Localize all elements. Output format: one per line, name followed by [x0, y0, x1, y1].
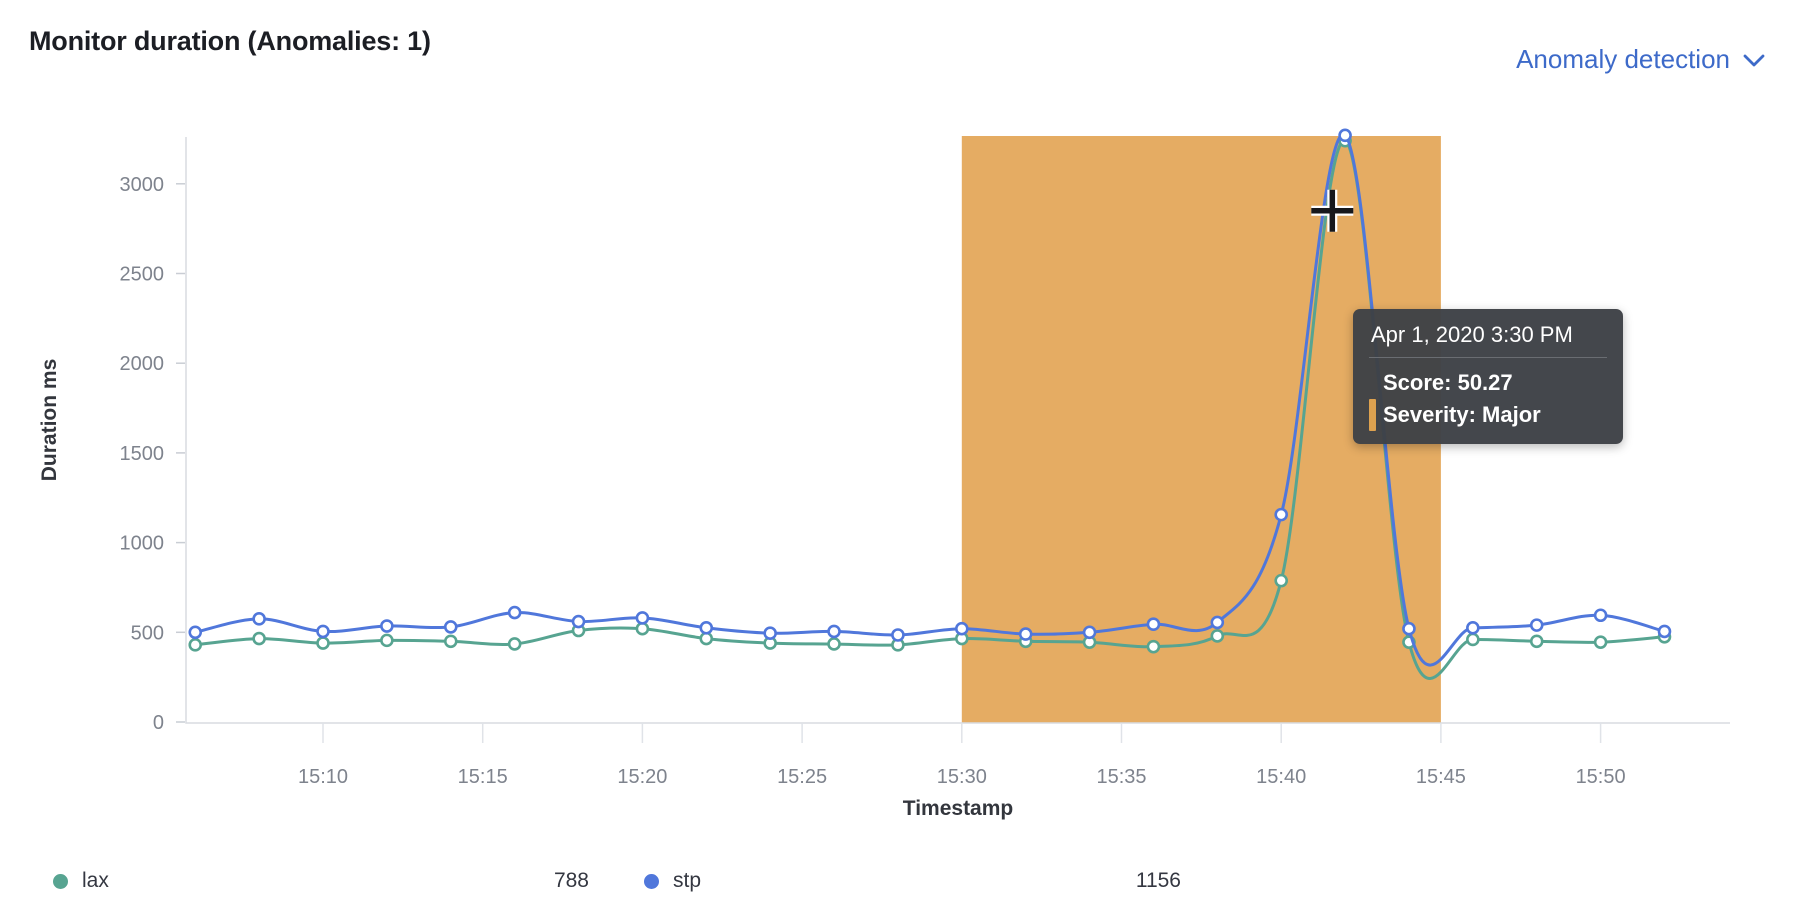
- anomaly-detection-dropdown[interactable]: Anomaly detection: [1516, 44, 1766, 75]
- data-point-stp[interactable]: [1018, 627, 1033, 641]
- data-point-lax[interactable]: [443, 634, 458, 649]
- data-point-stp[interactable]: [827, 624, 841, 639]
- data-point-lax[interactable]: [507, 637, 522, 651]
- tooltip-severity: Severity: Major: [1383, 402, 1541, 427]
- data-point-stp[interactable]: [699, 621, 714, 635]
- axis-lines: [185, 137, 1730, 724]
- x-tick-label: 15:30: [937, 766, 987, 788]
- data-point-stp[interactable]: [1146, 617, 1161, 632]
- tooltip-score-row: Score: 50.27: [1369, 367, 1607, 399]
- data-point-lax[interactable]: [380, 633, 394, 648]
- data-point-lax[interactable]: [827, 637, 841, 651]
- tooltip-severity-row: Severity: Major: [1369, 399, 1607, 431]
- lax-series-value: 788: [553, 869, 589, 892]
- stp-series-value: 1156: [1135, 869, 1181, 892]
- chart-tooltip: Apr 1, 2020 3:30 PM Score: 50.27 Severit…: [1353, 309, 1623, 444]
- severity-marker: [1369, 399, 1376, 431]
- data-point-stp[interactable]: [1338, 128, 1352, 143]
- y-tick-label: 500: [131, 622, 164, 644]
- tooltip-divider: [1369, 357, 1607, 358]
- data-point-stp[interactable]: [443, 620, 458, 634]
- y-tick-label: 3000: [120, 174, 165, 196]
- x-tick-label: 15:45: [1416, 766, 1466, 788]
- data-point-stp[interactable]: [188, 625, 203, 640]
- legend-item-lax[interactable]: lax 788: [53, 864, 589, 898]
- data-point-stp[interactable]: [954, 621, 969, 636]
- data-point-lax[interactable]: [316, 636, 330, 650]
- stp-series-dot: [644, 873, 659, 889]
- tooltip-timestamp: Apr 1, 2020 3:30 PM: [1371, 322, 1573, 347]
- y-tick-label: 1000: [120, 533, 165, 555]
- data-point-stp[interactable]: [635, 611, 650, 625]
- data-point-stp[interactable]: [252, 612, 266, 626]
- data-point-lax[interactable]: [1210, 629, 1225, 643]
- data-point-lax[interactable]: [188, 638, 203, 652]
- y-tick-label: 0: [153, 712, 164, 734]
- data-point-lax[interactable]: [252, 631, 266, 646]
- y-axis-title: Duration ms: [38, 359, 61, 482]
- data-point-stp[interactable]: [763, 626, 777, 640]
- data-point-lax[interactable]: [699, 631, 714, 646]
- x-tick-label: 15:50: [1576, 766, 1626, 788]
- data-point-lax[interactable]: [1274, 573, 1288, 588]
- legend-item-stp[interactable]: stp 1156: [644, 864, 1181, 898]
- data-point-stp[interactable]: [1466, 621, 1480, 635]
- x-tick-label: 15:40: [1256, 766, 1306, 788]
- data-point-stp[interactable]: [316, 624, 330, 639]
- x-axis-title: Timestamp: [903, 797, 1014, 820]
- data-point-lax[interactable]: [1593, 635, 1608, 649]
- data-point-stp[interactable]: [891, 628, 905, 642]
- data-point-lax[interactable]: [1529, 634, 1544, 649]
- data-point-lax[interactable]: [1146, 639, 1161, 654]
- tooltip-score: Score: 50.27: [1383, 370, 1513, 395]
- x-tick-label: 15:10: [298, 766, 348, 788]
- stp-series-label: stp: [673, 869, 702, 892]
- score-marker: [1369, 367, 1376, 399]
- data-point-stp[interactable]: [380, 619, 394, 633]
- x-tick-label: 15:25: [777, 766, 827, 788]
- data-point-lax[interactable]: [1466, 632, 1480, 647]
- data-point-stp[interactable]: [507, 605, 522, 620]
- x-tick-label: 15:20: [617, 766, 667, 788]
- x-tick-label: 15:15: [458, 766, 508, 788]
- data-point-lax[interactable]: [635, 621, 650, 636]
- data-point-stp[interactable]: [1082, 625, 1097, 640]
- data-point-stp[interactable]: [1529, 618, 1544, 632]
- data-point-stp[interactable]: [1402, 621, 1416, 636]
- data-point-stp[interactable]: [1593, 608, 1608, 623]
- page-title: Monitor duration (Anomalies: 1): [29, 26, 431, 56]
- crosshair-cursor: [1311, 189, 1354, 232]
- y-tick-label: 2000: [120, 353, 165, 375]
- data-point-stp[interactable]: [1274, 507, 1288, 522]
- data-point-stp[interactable]: [1210, 615, 1225, 630]
- x-tick-label: 15:35: [1096, 766, 1146, 788]
- y-tick-label: 1500: [120, 443, 165, 465]
- lax-series-label: lax: [82, 869, 109, 892]
- chart-legend: lax 788 stp 1156: [0, 864, 1800, 898]
- y-tick-label: 2500: [120, 264, 165, 286]
- anomaly-detection-label: Anomaly detection: [1516, 44, 1730, 74]
- data-point-stp[interactable]: [1657, 624, 1672, 639]
- chevron-down-icon: [1743, 54, 1765, 67]
- data-point-stp[interactable]: [571, 614, 586, 629]
- lax-series-dot: [53, 873, 68, 889]
